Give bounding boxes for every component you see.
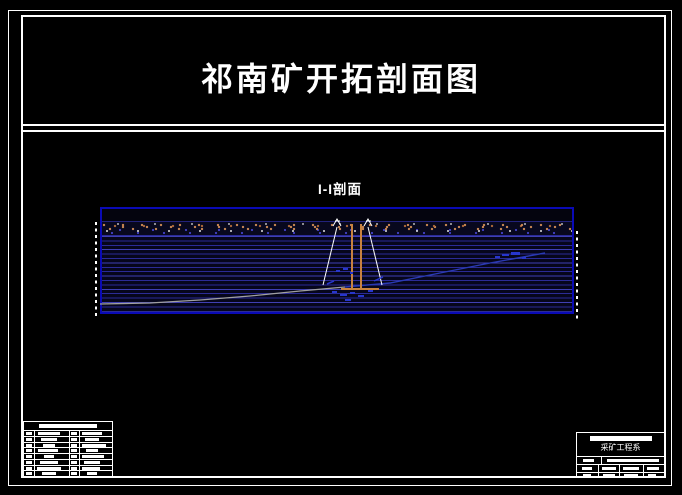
legend-row (24, 470, 112, 476)
section-boundary-left-dash (95, 222, 97, 319)
legend-row (24, 430, 112, 436)
section-boundary-right-dash (576, 231, 578, 320)
legend-row (24, 453, 112, 459)
title-block-cell-bar (607, 459, 659, 462)
title-block-cell-blob (623, 467, 639, 470)
title-block-divider (598, 465, 599, 478)
cross-section-view (100, 207, 574, 314)
title-band-divider-bottom (23, 130, 664, 132)
title-block-divider (577, 472, 664, 473)
title-block-cell-blob (583, 474, 591, 477)
title-block: 采矿工程系 (576, 432, 665, 478)
title-block-cell-blob (602, 467, 616, 470)
inner-frame (21, 15, 666, 478)
outer-frame (8, 10, 672, 486)
title-block-divider (619, 465, 620, 478)
legend-table (23, 421, 113, 477)
legend-row (24, 464, 112, 471)
title-block-grid (577, 464, 664, 478)
legend-row (24, 441, 112, 448)
legend-rows (24, 430, 112, 476)
legend-row (24, 458, 112, 465)
title-block-cell-blob (582, 467, 592, 470)
title-block-cell-blob (648, 474, 656, 477)
legend-row (24, 447, 112, 453)
title-block-divider (601, 457, 602, 464)
strata-lines (102, 236, 572, 312)
title-block-top-section: 采矿工程系 (577, 433, 664, 456)
title-block-cell-blob (583, 459, 594, 462)
topsoil-hatch-band (102, 221, 572, 236)
title-block-cell-blob (647, 467, 659, 470)
title-band-divider-top (23, 124, 664, 126)
title-block-cell-blob (624, 474, 638, 477)
legend-table-header (24, 422, 112, 430)
legend-row (24, 435, 112, 442)
drawing-title: 祁南矿开拓剖面图 (200, 61, 481, 97)
legend-table-title-bar (39, 424, 97, 428)
title-block-cell-blob (603, 474, 615, 477)
section-label: I-I剖面 (318, 182, 362, 197)
title-block-department-label: 采矿工程系 (600, 443, 641, 452)
title-block-divider (643, 465, 644, 478)
title-block-name-bar (590, 436, 652, 441)
title-block-middle-row (577, 456, 664, 464)
